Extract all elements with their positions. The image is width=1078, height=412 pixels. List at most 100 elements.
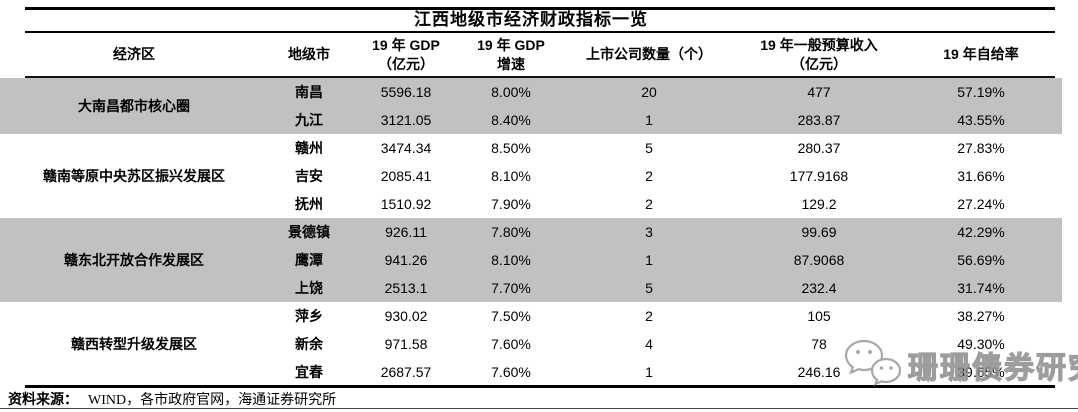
- revenue-cell: 99.69: [738, 218, 900, 246]
- header-label: 经济区: [113, 46, 155, 63]
- header-label: 19 年自给率: [943, 46, 1019, 63]
- zone-cell: 赣东北开放合作发展区: [0, 218, 268, 302]
- city-cell: 抚州: [295, 196, 323, 212]
- source-text: WIND，各市政府官网，海通证券研究所: [88, 393, 337, 408]
- growth-cell: 7.60%: [491, 364, 531, 380]
- revenue-cell: 232.4: [738, 274, 900, 302]
- header-underline: [25, 76, 1055, 78]
- revenue-cell: 177.9168: [789, 168, 849, 184]
- self-rate-cell: 57.19%: [900, 78, 1062, 106]
- growth-cell: 8.50%: [491, 140, 531, 156]
- growth-cell: 8.00%: [462, 78, 560, 106]
- source-note: 资料来源： WIND，各市政府官网，海通证券研究所: [8, 389, 1008, 409]
- header-label-line2: （亿元）: [378, 55, 434, 72]
- self-rate-cell: 43.55%: [900, 106, 1062, 134]
- growth-cell: 7.90%: [491, 196, 531, 212]
- zone-cell: 大南昌都市核心圈: [0, 78, 268, 134]
- header-city: 地级市: [268, 33, 350, 76]
- table-row: 吉安 2085.41 8.10% 2 177.9168 31.66%: [0, 162, 1062, 190]
- revenue-cell: 283.87: [738, 106, 900, 134]
- header-budget-revenue: 19 年一般预算收入 （亿元）: [738, 33, 900, 76]
- companies-cell: 5: [560, 274, 738, 302]
- revenue-cell: 105: [807, 308, 831, 324]
- source-label: 资料来源：: [8, 393, 78, 408]
- self-rate-cell: 27.24%: [957, 196, 1005, 212]
- header-label-line1: 19 年 GDP: [477, 37, 545, 54]
- gdp-cell: 926.11: [350, 218, 462, 246]
- revenue-cell: 246.16: [797, 364, 841, 380]
- zone-cell: 赣西转型升级发展区: [71, 336, 197, 352]
- table-row: 抚州 1510.92 7.90% 2 129.2 27.24%: [0, 190, 1062, 218]
- gdp-cell: 5596.18: [350, 78, 462, 106]
- header-label-line1: 19 年 GDP: [372, 37, 440, 54]
- companies-cell: 4: [645, 336, 653, 352]
- city-cell: 萍乡: [295, 308, 323, 324]
- revenue-cell: 129.2: [801, 196, 837, 212]
- growth-cell: 7.60%: [491, 336, 531, 352]
- header-label-line2: 增速: [497, 55, 525, 72]
- companies-cell: 1: [560, 246, 738, 274]
- header-gdp: 19 年 GDP （亿元）: [350, 33, 462, 76]
- table-row: 新余 971.58 7.60% 4 78 49.30%: [0, 330, 1062, 358]
- gdp-cell: 930.02: [384, 308, 428, 324]
- gdp-cell: 3121.05: [350, 106, 462, 134]
- gdp-cell: 941.26: [350, 246, 462, 274]
- table-top-border: [25, 7, 1055, 10]
- gdp-cell: 2085.41: [380, 168, 432, 184]
- table-title: 江西地级市经济财政指标一览: [414, 10, 648, 29]
- city-cell: 南昌: [268, 78, 350, 106]
- revenue-cell: 280.37: [797, 140, 841, 156]
- city-cell: 景德镇: [268, 218, 350, 246]
- table-row: 赣东北开放合作发展区 景德镇 926.11 7.80% 3 99.69 42.2…: [0, 218, 1062, 302]
- table-bottom-border: [25, 385, 1055, 388]
- growth-cell: 7.70%: [462, 274, 560, 302]
- self-rate-cell: 38.27%: [957, 308, 1005, 324]
- self-rate-cell: 27.83%: [957, 140, 1005, 156]
- companies-cell: 3: [560, 218, 738, 246]
- gdp-cell: 3474.34: [380, 140, 432, 156]
- companies-cell: 1: [560, 106, 738, 134]
- header-gdp-growth: 19 年 GDP 增速: [462, 33, 560, 76]
- table-row: 赣西转型升级发展区 萍乡 930.02 7.50% 2 105 38.27%: [0, 302, 1062, 352]
- zone-cell: 赣南等原中央苏区振兴发展区: [43, 168, 225, 184]
- city-cell: 新余: [295, 336, 323, 352]
- growth-cell: 8.10%: [462, 246, 560, 274]
- gdp-cell: 1510.92: [380, 196, 432, 212]
- table-header-row: 经济区 地级市 19 年 GDP （亿元） 19 年 GDP 增速 上市公司数量…: [0, 33, 1062, 76]
- self-rate-cell: 31.66%: [957, 168, 1005, 184]
- city-cell: 上饶: [268, 274, 350, 302]
- header-label-line2: （亿元）: [791, 55, 847, 72]
- city-cell: 宜春: [295, 364, 323, 380]
- city-cell: 吉安: [295, 168, 323, 184]
- revenue-cell: 87.9068: [738, 246, 900, 274]
- table-row: 九江 3121.05 8.40% 1 283.87 43.55%: [0, 106, 1062, 134]
- header-self-sufficiency: 19 年自给率: [900, 33, 1062, 76]
- self-rate-cell: 31.74%: [900, 274, 1062, 302]
- header-label: 上市公司数量（个）: [586, 46, 712, 63]
- page-bottom-rule: [0, 408, 1078, 409]
- self-rate-cell: 49.30%: [957, 336, 1005, 352]
- revenue-cell: 477: [738, 78, 900, 106]
- growth-cell: 7.50%: [491, 308, 531, 324]
- self-rate-cell: 39.65%: [957, 364, 1005, 380]
- table-row: 赣南等原中央苏区振兴发展区 赣州 3474.34 8.50% 5 280.37 …: [0, 134, 1062, 184]
- gdp-cell: 971.58: [384, 336, 428, 352]
- growth-cell: 7.80%: [462, 218, 560, 246]
- companies-cell: 2: [645, 168, 653, 184]
- growth-cell: 8.10%: [491, 168, 531, 184]
- table-row: 宜春 2687.57 7.60% 1 246.16 39.65%: [0, 358, 1062, 386]
- self-rate-cell: 56.69%: [900, 246, 1062, 274]
- header-economic-zone: 经济区: [0, 33, 268, 76]
- companies-cell: 5: [645, 140, 653, 156]
- revenue-cell: 78: [811, 336, 827, 352]
- gdp-cell: 2513.1: [350, 274, 462, 302]
- self-rate-cell: 42.29%: [900, 218, 1062, 246]
- header-label: 地级市: [288, 46, 330, 63]
- city-cell: 鹰潭: [268, 246, 350, 274]
- table-row: 鹰潭 941.26 8.10% 1 87.9068 56.69%: [0, 246, 1062, 274]
- companies-cell: 2: [645, 196, 653, 212]
- header-label-line1: 19 年一般预算收入: [760, 37, 878, 54]
- gdp-cell: 2687.57: [380, 364, 432, 380]
- city-cell: 九江: [268, 106, 350, 134]
